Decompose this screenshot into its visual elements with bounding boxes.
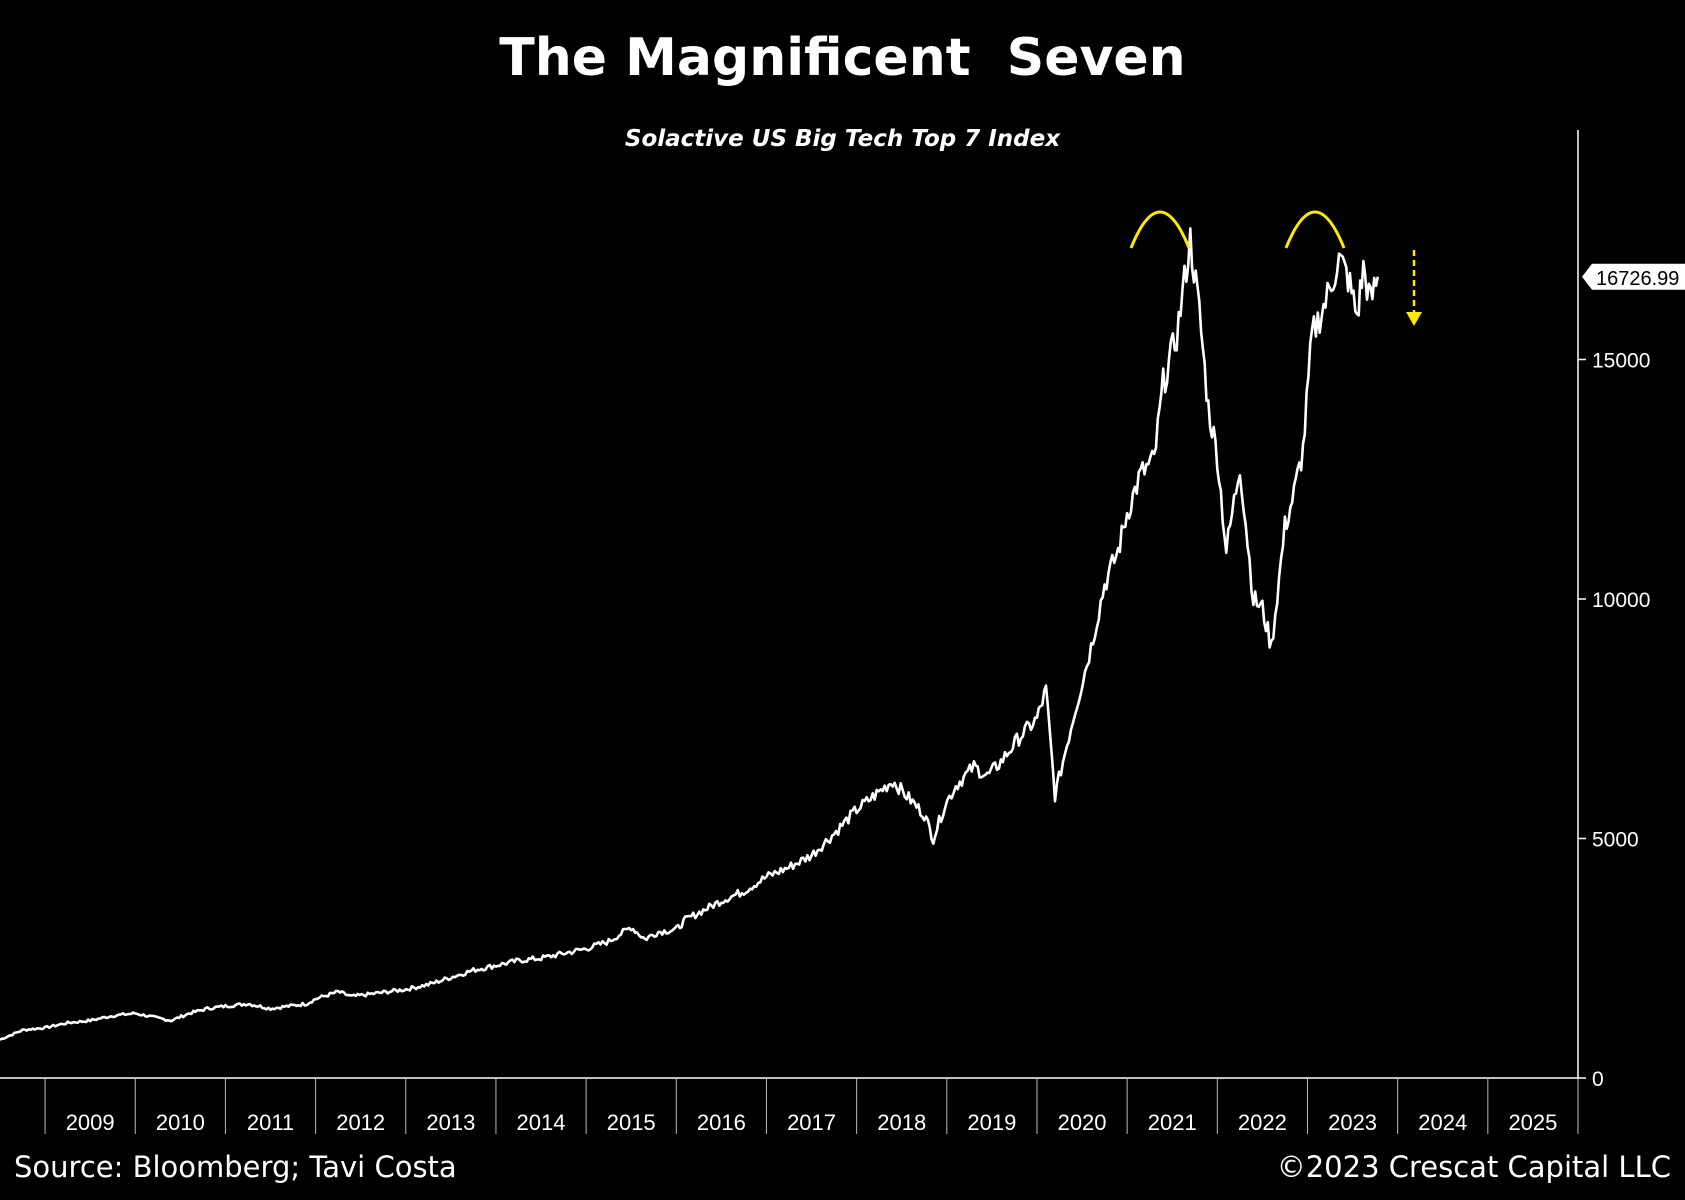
x-tick-label: 2014: [517, 1110, 566, 1135]
x-tick-label: 2015: [607, 1110, 656, 1135]
x-tick-label: 2024: [1418, 1110, 1467, 1135]
y-tick-label: 15000: [1592, 350, 1650, 373]
peak-arc-2021: [1129, 210, 1191, 249]
y-tick-label: 10000: [1592, 589, 1650, 612]
chart-subtitle: Solactive US Big Tech Top 7 Index: [624, 126, 1061, 152]
last-value-text: 16726.99: [1596, 268, 1679, 290]
x-tick-label: 2023: [1328, 1110, 1377, 1135]
x-tick-label: 2017: [787, 1110, 836, 1135]
x-tick-label: 2020: [1058, 1110, 1107, 1135]
x-tick-label: 2009: [66, 1110, 115, 1135]
x-tick-label: 2021: [1148, 1110, 1197, 1135]
x-tick-label: 2013: [426, 1110, 475, 1135]
x-tick-label: 2022: [1238, 1110, 1287, 1135]
down-arrow-head: [1406, 312, 1422, 326]
copyright-note: ©2023 Crescat Capital LLC: [1276, 1150, 1671, 1184]
x-tick-label: 2016: [697, 1110, 746, 1135]
x-tick-label: 2025: [1508, 1110, 1557, 1135]
x-tick-label: 2010: [156, 1110, 205, 1135]
last-value-label: 16726.99: [1582, 263, 1685, 290]
x-tick-label: 2019: [967, 1110, 1016, 1135]
index-series-line: [0, 227, 1380, 1041]
y-tick-label: 5000: [1592, 829, 1639, 852]
x-tick-label: 2012: [336, 1110, 385, 1135]
peak-arc-2023: [1284, 210, 1346, 249]
chart-title: The Magnificent Seven: [499, 28, 1186, 88]
x-tick-label: 2018: [877, 1110, 926, 1135]
source-note: Source: Bloomberg; Tavi Costa: [14, 1150, 457, 1184]
y-tick-label: 0: [1592, 1068, 1604, 1091]
x-tick-label: 2011: [247, 1110, 294, 1135]
